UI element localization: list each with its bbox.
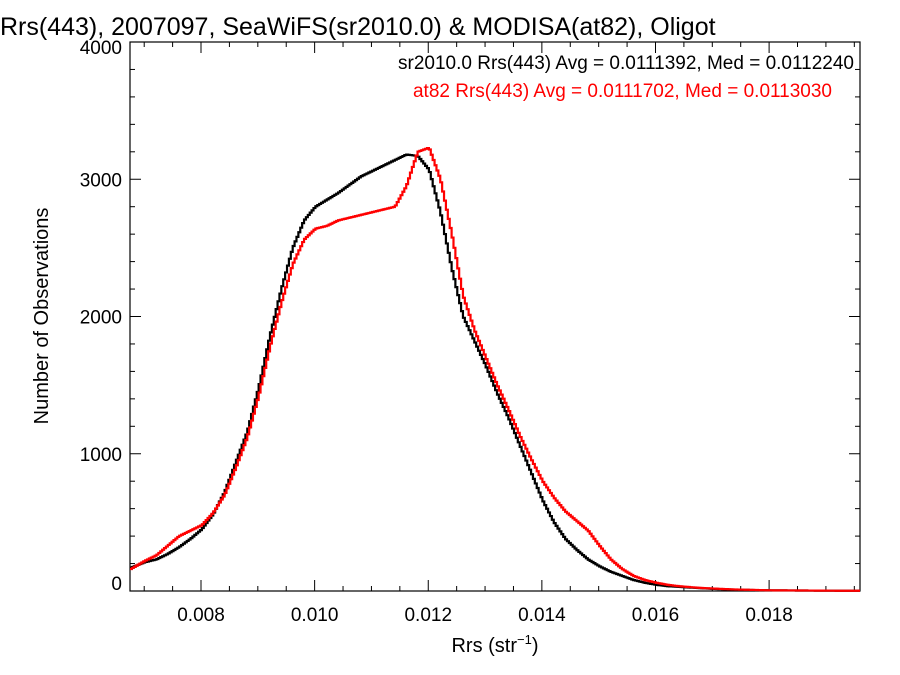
x-axis-label-text: Rrs (str <box>451 635 517 657</box>
y-tick-label: 4000 <box>80 38 122 59</box>
x-tick-label: 0.016 <box>632 605 680 626</box>
y-tick-label: 1000 <box>80 445 122 466</box>
legend-entry-at82: at82 Rrs(443) Avg = 0.0111702, Med = 0.0… <box>413 81 832 102</box>
x-axis: 0.008 0.010 0.012 0.014 0.016 0.018 <box>143 42 855 626</box>
x-axis-label-suffix: ) <box>532 635 539 657</box>
plot-frame <box>129 41 861 592</box>
y-axis: 0 1000 2000 3000 4000 <box>80 38 860 595</box>
chart-title: Rrs(443), 2007097, SeaWiFS(sr2010.0) & M… <box>0 13 716 41</box>
y-tick-label: 0 <box>111 574 122 595</box>
x-axis-label-superscript: −1 <box>517 632 532 647</box>
x-tick-label: 0.012 <box>404 605 452 626</box>
x-tick-label: 0.008 <box>177 605 225 626</box>
x-axis-label: Rrs (str−1) <box>451 632 538 657</box>
legend-entry-sr2010: sr2010.0 Rrs(443) Avg = 0.0111392, Med =… <box>398 53 854 74</box>
legend: sr2010.0 Rrs(443) Avg = 0.0111392, Med =… <box>398 53 854 102</box>
y-axis-label: Number of Observations <box>31 208 53 425</box>
x-tick-label: 0.018 <box>745 605 793 626</box>
series-line-sr2010 <box>130 153 860 592</box>
series-layer <box>130 147 860 592</box>
x-tick-label: 0.014 <box>518 605 566 626</box>
y-tick-label: 3000 <box>80 170 122 191</box>
y-tick-label: 2000 <box>80 308 122 329</box>
x-tick-label: 0.010 <box>291 605 339 626</box>
series-line-at82 <box>130 147 860 592</box>
